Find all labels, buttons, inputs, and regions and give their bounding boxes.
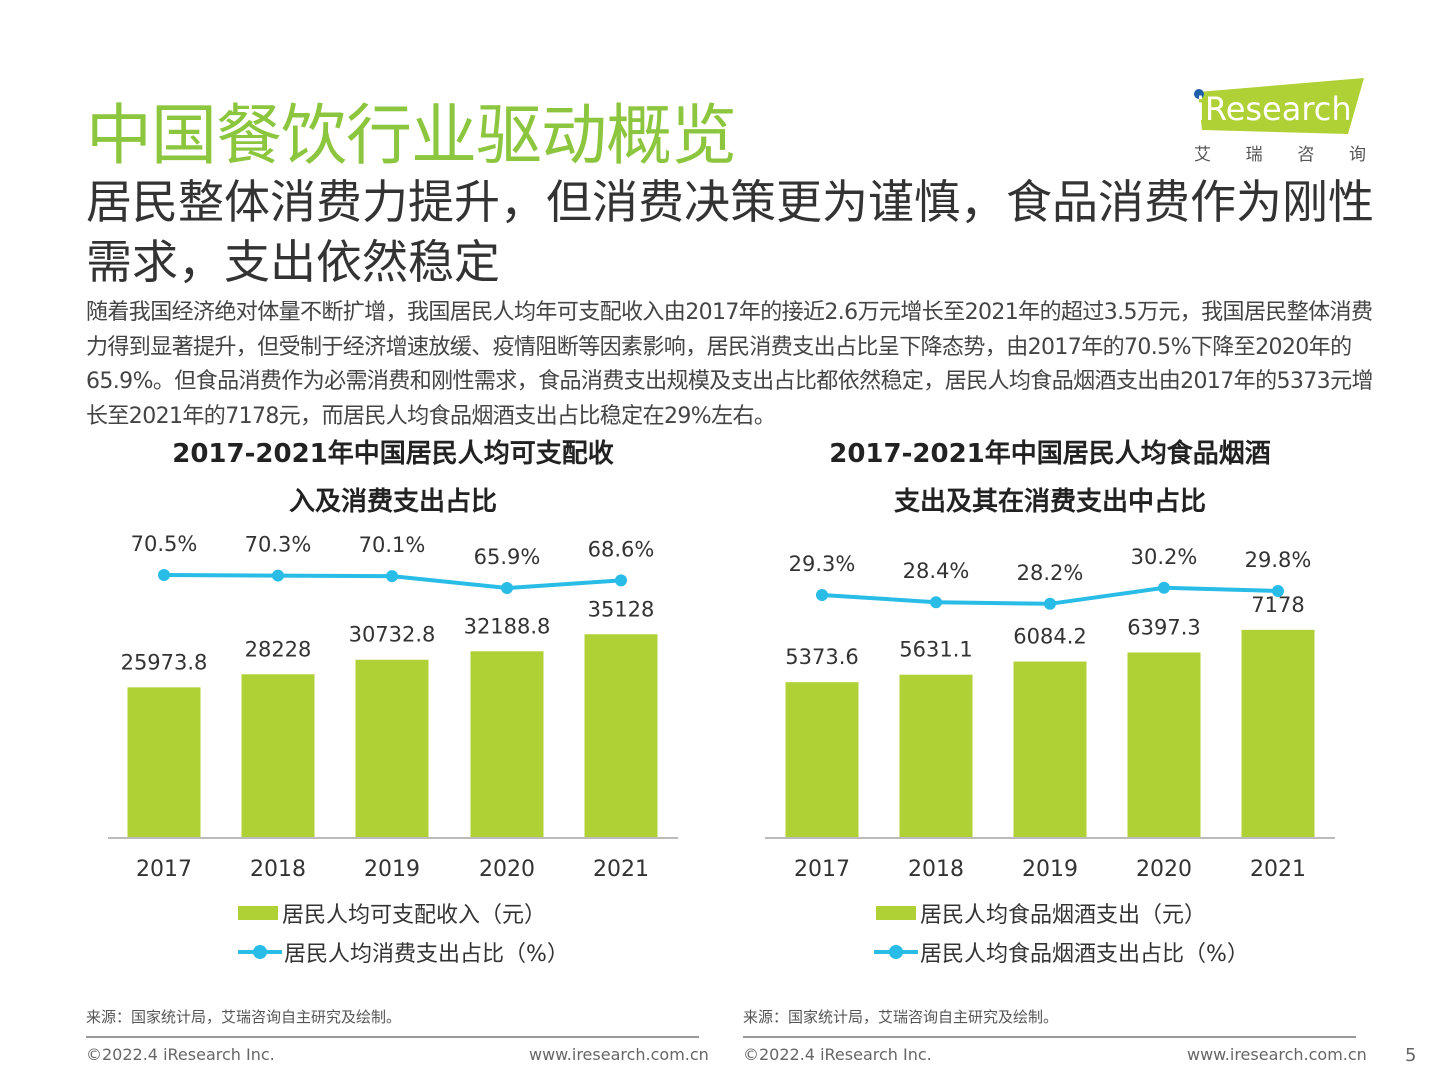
line-value-label: 29.3% xyxy=(789,552,856,576)
line-value-label: 29.8% xyxy=(1245,548,1312,572)
line-value-label: 28.4% xyxy=(903,559,970,583)
bar xyxy=(785,682,859,838)
bar xyxy=(470,651,544,838)
line-value-label: 30.2% xyxy=(1131,545,1198,569)
divider xyxy=(743,1036,1356,1038)
line-point xyxy=(930,596,942,609)
subtitle: 居民整体消费力提升，但消费决策更为谨慎，食品消费作为刚性需求，支出依然稳定 xyxy=(86,175,1374,289)
website-link[interactable]: www.iresearch.com.cn xyxy=(529,1045,709,1064)
line-value-label: 70.5% xyxy=(131,532,198,556)
body-text: 随着我国经济绝对体量不断扩增，我国居民人均年可支配收入由2017年的接近2.6万… xyxy=(86,300,1373,429)
bar-value-label: 28228 xyxy=(245,637,312,661)
copyright: ©2022.4 iResearch Inc. xyxy=(86,1045,275,1064)
bar-swatch-icon xyxy=(876,906,916,920)
bar xyxy=(899,674,973,838)
chart2-title-line: 支出及其在消费支出中占比 xyxy=(893,487,1206,517)
chart2-title: 2017-2021年中国居民人均食品烟酒 支出及其在消费支出中占比 xyxy=(765,430,1335,526)
svg-text:iResearch: iResearch xyxy=(1196,90,1352,128)
x-tick-label: 2017 xyxy=(794,857,850,882)
x-tick-label: 2020 xyxy=(1136,857,1192,882)
page-number: 5 xyxy=(1405,1045,1417,1066)
bar-swatch-icon xyxy=(238,906,278,920)
bar-value-label: 6084.2 xyxy=(1013,625,1086,649)
line-value-label: 70.3% xyxy=(245,533,312,557)
page-title: 中国餐饮行业驱动概览 xyxy=(86,97,737,174)
line-point xyxy=(386,570,398,583)
bar xyxy=(1013,661,1087,838)
x-tick-label: 2018 xyxy=(908,857,964,882)
x-tick-label: 2021 xyxy=(593,857,649,882)
chart1-legend-bar: 居民人均可支配收入（元） xyxy=(238,895,546,931)
x-tick-label: 2019 xyxy=(1022,857,1078,882)
chart1-title-line: 2017-2021年中国居民人均可支配收 xyxy=(172,439,614,469)
bar-value-label: 35128 xyxy=(588,597,655,621)
logo-char: 艾 xyxy=(1194,145,1211,165)
bar-value-label: 5373.6 xyxy=(785,645,858,669)
chart2-source: 来源：国家统计局，艾瑞咨询自主研究及绘制。 xyxy=(743,1008,1059,1026)
line-point xyxy=(1158,581,1170,594)
legend-label: 居民人均可支配收入（元） xyxy=(282,903,547,928)
copyright: ©2022.4 iResearch Inc. xyxy=(743,1045,932,1064)
line-value-label: 28.2% xyxy=(1017,561,1084,585)
logo-char: 咨 xyxy=(1297,145,1315,165)
bar xyxy=(355,659,429,838)
line-swatch-icon xyxy=(238,945,282,959)
bar-value-label: 5631.1 xyxy=(899,638,972,662)
chart2-legend-bar: 居民人均食品烟酒支出（元） xyxy=(876,895,1206,931)
x-tick-label: 2018 xyxy=(250,857,306,882)
chart1-title: 2017-2021年中国居民人均可支配收 入及消费支出占比 xyxy=(108,430,678,526)
bar-value-label: 30732.8 xyxy=(349,623,436,647)
line-point xyxy=(816,589,828,601)
logo-char: 瑞 xyxy=(1245,145,1263,165)
line-point xyxy=(615,574,627,587)
line-value-label: 65.9% xyxy=(474,545,541,569)
line-value-label: 70.1% xyxy=(359,533,426,557)
chart2-legend-line: 居民人均食品烟酒支出占比（%） xyxy=(874,934,1249,970)
x-tick-label: 2020 xyxy=(479,857,535,882)
chart1-legend-line: 居民人均消费支出占比（%） xyxy=(238,934,569,970)
bar xyxy=(127,687,201,838)
line-point xyxy=(1044,597,1056,610)
bar xyxy=(584,634,658,838)
iresearch-logo: iResearch xyxy=(1192,78,1364,134)
legend-label: 居民人均消费支出占比（%） xyxy=(284,942,569,967)
bar-value-label: 32188.8 xyxy=(464,614,551,638)
line-value-label: 68.6% xyxy=(588,537,655,561)
chart1-title-line: 入及消费支出占比 xyxy=(288,487,497,517)
legend-label: 居民人均食品烟酒支出占比（%） xyxy=(920,942,1249,967)
bar-value-label: 25973.8 xyxy=(121,650,208,674)
legend-label: 居民人均食品烟酒支出（元） xyxy=(920,903,1207,928)
line-point xyxy=(272,569,284,582)
bar-value-label: 6397.3 xyxy=(1127,615,1200,639)
line-swatch-icon xyxy=(874,945,918,959)
line-point xyxy=(158,569,170,581)
line-point xyxy=(1272,585,1284,597)
bar xyxy=(1241,629,1315,838)
bar xyxy=(241,674,315,838)
logo-char: 询 xyxy=(1348,145,1366,165)
bar xyxy=(1127,652,1201,838)
logo-chinese: 艾 瑞 咨 询 xyxy=(1194,140,1366,165)
line-point xyxy=(501,582,513,595)
divider xyxy=(86,1036,699,1038)
x-tick-label: 2017 xyxy=(136,857,192,882)
chart2-title-line: 2017-2021年中国居民人均食品烟酒 xyxy=(829,439,1271,469)
x-tick-label: 2021 xyxy=(1250,857,1306,882)
website-link[interactable]: www.iresearch.com.cn xyxy=(1187,1045,1367,1064)
x-tick-label: 2019 xyxy=(364,857,420,882)
chart1-source: 来源：国家统计局，艾瑞咨询自主研究及绘制。 xyxy=(86,1008,402,1026)
